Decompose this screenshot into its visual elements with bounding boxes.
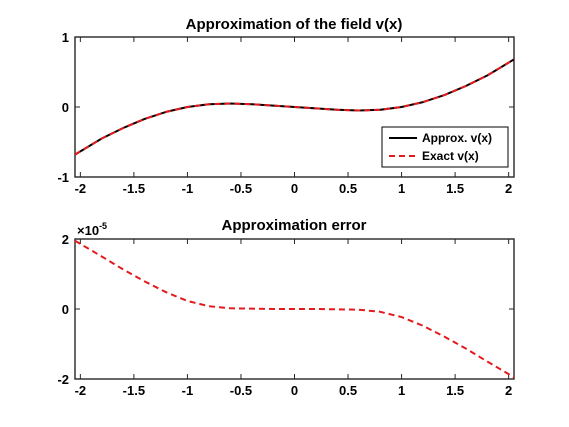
top-x-tick-label: -1.5 [123, 181, 145, 196]
bottom-tick-labels: -2 -1.5 -1 -0.5 0 0.5 1 1.5 2 -2 0 2 [57, 232, 512, 398]
y-exponent-label: ×10-5 [77, 221, 107, 238]
bottom-x-tick-label: -1 [182, 383, 194, 398]
bottom-subplot: Approximation error ×10-5 -2 -1.5 -1 -0.5 0 0… [57, 217, 515, 398]
top-x-tick-label: 0 [291, 181, 298, 196]
top-y-tick-label: -1 [57, 170, 69, 185]
top-series [74, 58, 515, 156]
top-x-tick-label: 1.5 [446, 181, 464, 196]
bottom-series-line-0 [74, 239, 515, 379]
top-legend: Approx. v(x) Exact v(x) [381, 126, 509, 168]
top-series-line-1 [74, 58, 515, 156]
top-subplot: Approximation of the field v(x) -2 -1.5 -1… [57, 16, 515, 196]
top-x-tick-label: -0.5 [230, 181, 252, 196]
bottom-x-tick-label: 2 [505, 383, 512, 398]
top-x-tick-label: 1 [398, 181, 405, 196]
bottom-y-tick-label: 0 [62, 302, 69, 317]
bottom-x-tick-label: 0 [291, 383, 298, 398]
top-subplot-title: Approximation of the field v(x) [186, 16, 403, 33]
top-y-tick-label: 1 [62, 30, 69, 45]
top-tick-labels: -2 -1.5 -1 -0.5 0 0.5 1 1.5 2 -1 0 1 [57, 30, 512, 196]
bottom-y-tick-label: -2 [57, 372, 69, 387]
legend-box [381, 126, 509, 168]
legend-label-approx: Approx. v(x) [422, 131, 492, 145]
top-x-tick-label: 0.5 [339, 181, 357, 196]
bottom-x-tick-label: -2 [75, 383, 87, 398]
top-x-tick-label: -1 [182, 181, 194, 196]
bottom-series [74, 239, 515, 379]
bottom-x-tick-label: 0.5 [339, 383, 357, 398]
top-y-tick-label: 0 [62, 100, 69, 115]
bottom-x-tick-label: 1.5 [446, 383, 464, 398]
bottom-x-tick-label: -1.5 [123, 383, 145, 398]
bottom-ticks [75, 238, 514, 380]
top-ticks [75, 36, 514, 178]
legend-label-exact: Exact v(x) [422, 149, 479, 163]
top-x-tick-label: -2 [75, 181, 87, 196]
bottom-x-tick-label: 1 [398, 383, 405, 398]
top-x-tick-label: 2 [505, 181, 512, 196]
bottom-y-tick-label: 2 [62, 232, 69, 247]
bottom-x-tick-label: -0.5 [230, 383, 252, 398]
bottom-subplot-title: Approximation error [221, 217, 366, 234]
